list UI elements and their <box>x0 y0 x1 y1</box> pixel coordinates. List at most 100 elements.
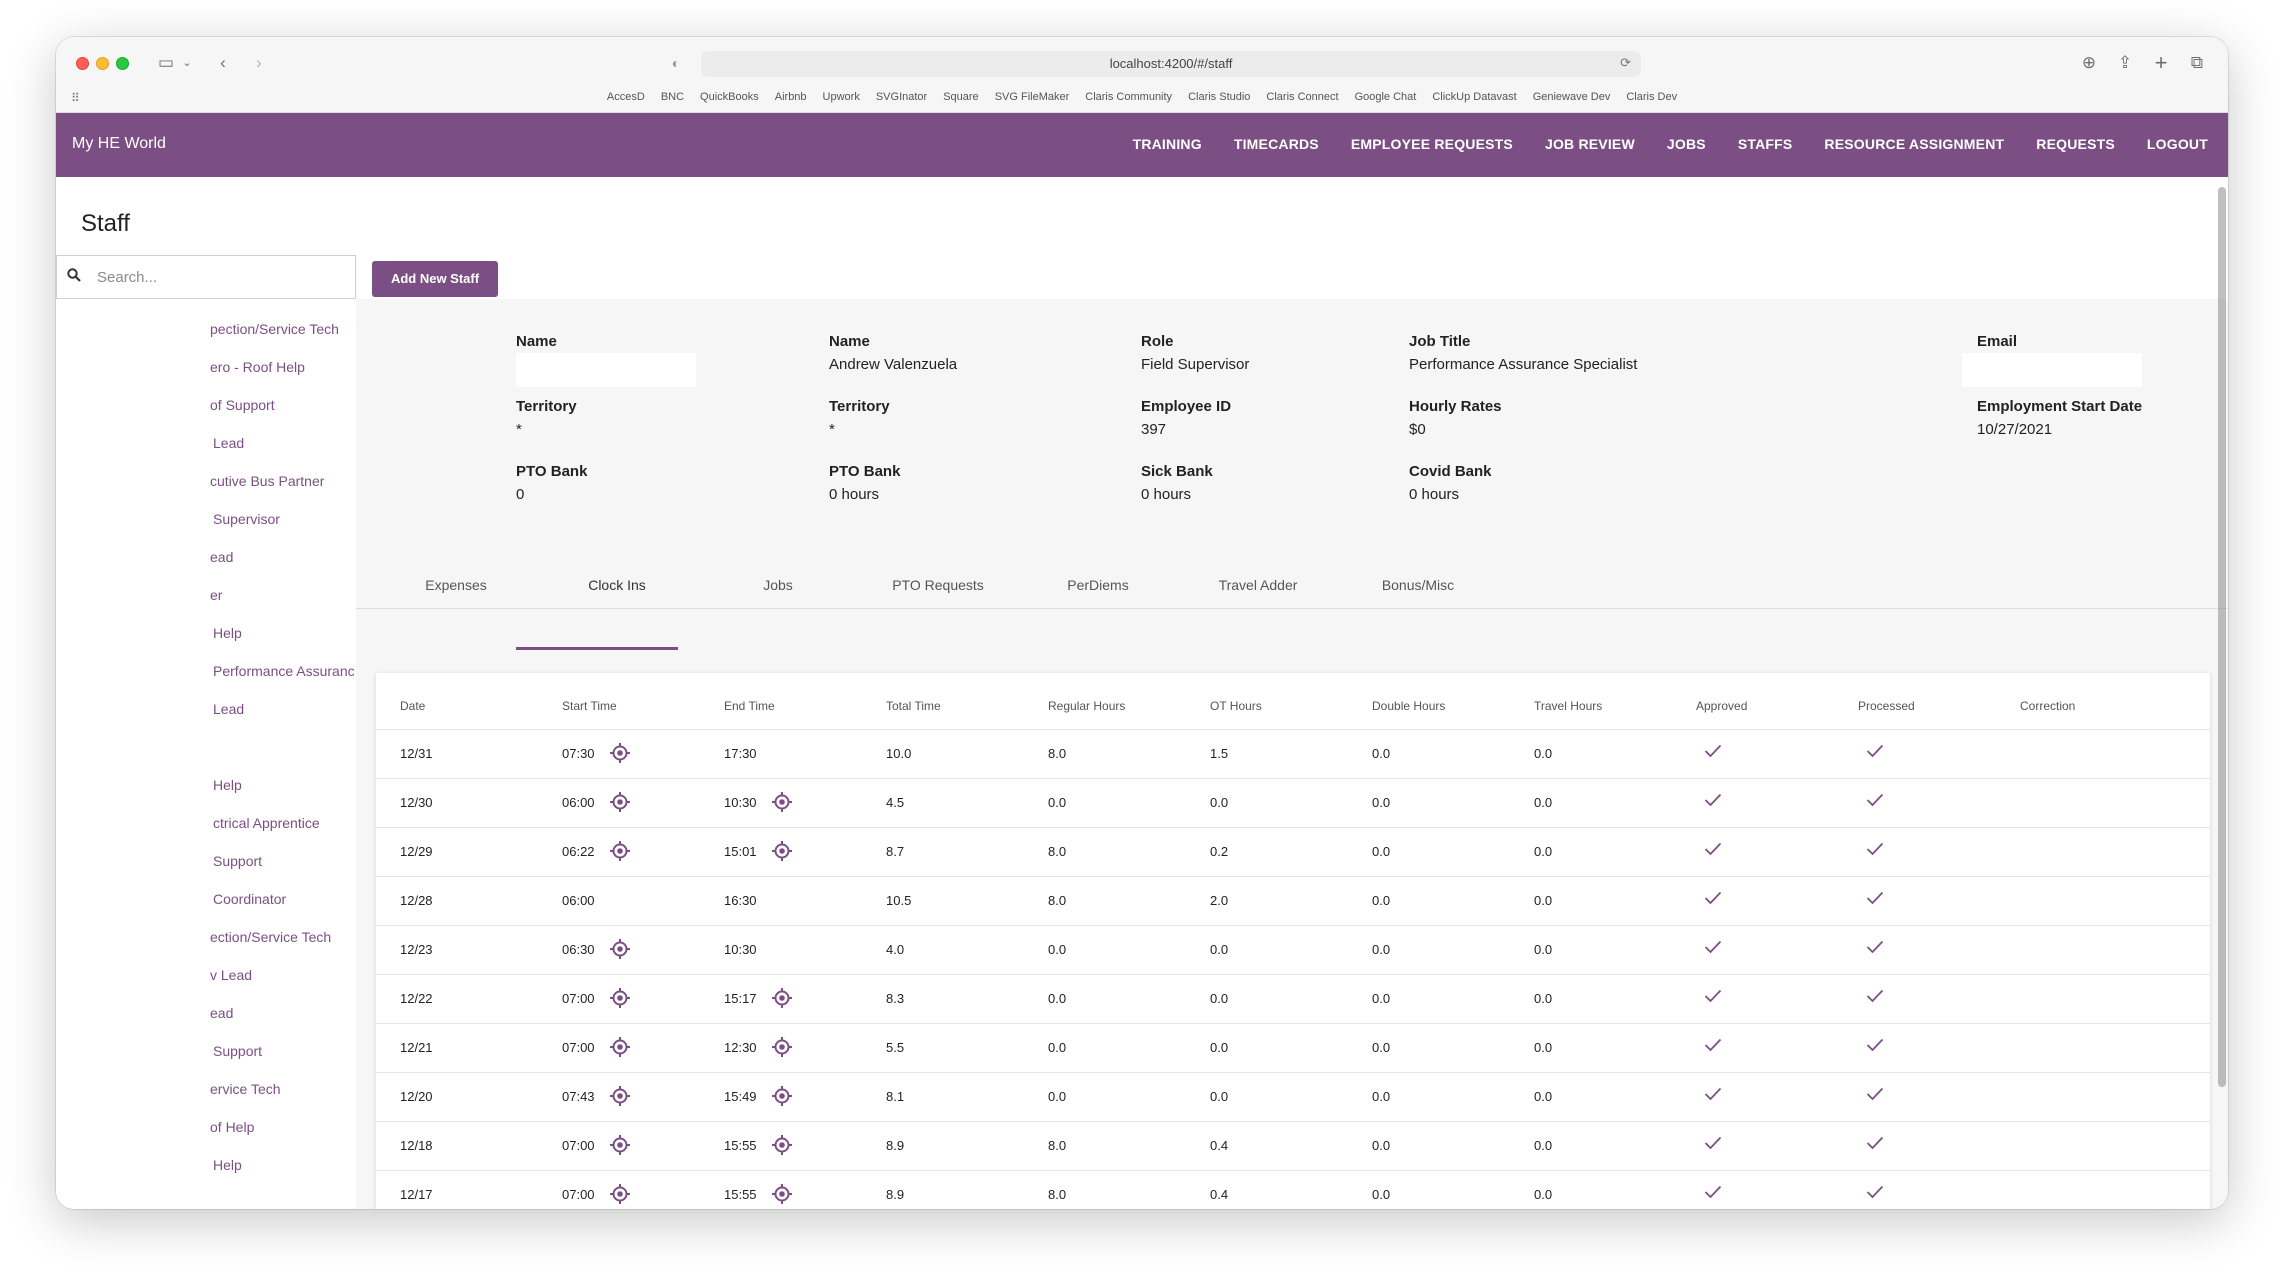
maximize-window-button[interactable] <box>116 57 129 70</box>
new-tab-icon[interactable]: + <box>2154 50 2168 75</box>
cell-travel: 0.0 <box>1534 1187 1553 1202</box>
column-header-approved[interactable]: Approved <box>1696 699 1748 713</box>
nav-item-job-review[interactable]: JOB REVIEW <box>1544 136 1635 152</box>
tab-pto-requests[interactable]: PTO Requests <box>892 577 984 593</box>
page-scrollbar[interactable] <box>2218 187 2226 1087</box>
location-pin-icon[interactable] <box>771 791 793 813</box>
bookmark-link[interactable]: Claris Community <box>1085 91 1173 103</box>
staff-list-item[interactable]: er <box>210 587 223 603</box>
bookmark-link[interactable]: Claris Connect <box>1266 91 1339 103</box>
nav-item-resource-assignment[interactable]: RESOURCE ASSIGNMENT <box>1824 136 2005 152</box>
apps-grid-icon[interactable]: ⠿ <box>71 91 80 105</box>
bookmark-link[interactable]: Claris Studio <box>1188 91 1251 103</box>
tab-expenses[interactable]: Expenses <box>425 577 487 593</box>
bookmark-link[interactable]: BNC <box>660 91 685 103</box>
add-new-staff-button[interactable]: Add New Staff <box>372 261 498 297</box>
staff-list-item[interactable]: Performance Assuranc <box>213 663 355 679</box>
address-bar[interactable]: localhost:4200/#/staff ⟳ <box>701 51 1641 77</box>
tab-jobs[interactable]: Jobs <box>763 577 793 593</box>
location-pin-icon[interactable] <box>771 1183 793 1205</box>
column-header-total-time[interactable]: Total Time <box>886 699 941 713</box>
column-header-end-time[interactable]: End Time <box>724 699 775 713</box>
close-window-button[interactable] <box>76 57 89 70</box>
nav-item-logout[interactable]: LOGOUT <box>2146 136 2208 152</box>
column-header-travel-hours[interactable]: Travel Hours <box>1534 699 1603 713</box>
location-pin-icon[interactable] <box>609 1085 631 1107</box>
staff-list-item[interactable]: ead <box>210 1005 234 1021</box>
staff-list-item[interactable]: Support <box>213 1043 263 1059</box>
column-header-date[interactable]: Date <box>400 699 426 713</box>
cell-travel: 0.0 <box>1534 746 1553 761</box>
chevron-down-icon[interactable]: ⌄ <box>182 57 192 69</box>
staff-list-item[interactable]: of Help <box>210 1119 255 1135</box>
staff-list-item[interactable]: ero - Roof Help <box>210 359 305 375</box>
download-icon[interactable]: ⊕ <box>2081 53 2097 72</box>
bookmark-link[interactable]: Airbnb <box>774 91 807 103</box>
nav-item-staffs[interactable]: STAFFS <box>1737 136 1793 152</box>
staff-list-item[interactable]: ctrical Apprentice <box>213 815 320 831</box>
bookmark-link[interactable]: Upwork <box>822 91 860 103</box>
brand-title[interactable]: My HE World <box>72 135 166 152</box>
minimize-window-button[interactable] <box>96 57 109 70</box>
bookmark-link[interactable]: Square <box>943 91 979 103</box>
bookmark-link[interactable]: Geniewave Dev <box>1532 91 1611 103</box>
staff-list-item[interactable]: pection/Service Tech <box>210 321 339 337</box>
bookmark-link[interactable]: SVGInator <box>875 91 928 103</box>
location-pin-icon[interactable] <box>771 1036 793 1058</box>
column-header-correction[interactable]: Correction <box>2020 699 2076 713</box>
location-pin-icon[interactable] <box>771 840 793 862</box>
staff-list-item[interactable]: ead <box>210 549 234 565</box>
reload-icon[interactable]: ⟳ <box>1620 55 1631 70</box>
tab-bonus-misc[interactable]: Bonus/Misc <box>1381 577 1455 593</box>
staff-list-item[interactable]: ervice Tech <box>210 1081 281 1097</box>
location-pin-icon[interactable] <box>609 840 631 862</box>
location-pin-icon[interactable] <box>609 742 631 764</box>
nav-item-jobs[interactable]: JOBS <box>1666 136 1706 152</box>
tab-travel-adder[interactable]: Travel Adder <box>1218 577 1298 593</box>
bookmark-link[interactable]: QuickBooks <box>700 91 759 103</box>
staff-list-item[interactable]: Lead <box>213 701 245 717</box>
location-pin-icon[interactable] <box>609 1134 631 1156</box>
bookmark-link[interactable]: Claris Dev <box>1626 91 1678 103</box>
column-header-processed[interactable]: Processed <box>1858 699 1915 713</box>
staff-list-item[interactable]: v Lead <box>210 967 253 983</box>
staff-list-item[interactable]: Supervisor <box>213 511 280 527</box>
forward-arrow-icon[interactable]: › <box>256 53 262 72</box>
column-header-double-hours[interactable]: Double Hours <box>1372 699 1446 713</box>
staff-list-item[interactable]: of Support <box>210 397 275 413</box>
back-arrow-icon[interactable]: ‹ <box>220 53 226 72</box>
staff-list-item[interactable]: Support <box>213 853 263 869</box>
bookmark-link[interactable]: Google Chat <box>1354 91 1417 103</box>
bookmark-link[interactable]: ClickUp Datavast <box>1432 91 1517 103</box>
nav-item-employee-requests[interactable]: EMPLOYEE REQUESTS <box>1350 136 1513 152</box>
column-header-start-time[interactable]: Start Time <box>562 699 617 713</box>
staff-list-item[interactable]: Lead <box>213 435 245 451</box>
nav-item-requests[interactable]: REQUESTS <box>2036 136 2115 152</box>
tab-perdiems[interactable]: PerDiems <box>1067 577 1129 593</box>
location-pin-icon[interactable] <box>771 987 793 1009</box>
staff-list-item[interactable]: Help <box>213 777 242 793</box>
location-pin-icon[interactable] <box>609 791 631 813</box>
staff-list-item[interactable]: ection/Service Tech <box>210 929 332 945</box>
nav-item-training[interactable]: TRAINING <box>1132 136 1202 152</box>
location-pin-icon[interactable] <box>609 1036 631 1058</box>
bookmark-link[interactable]: AccesD <box>606 91 645 103</box>
staff-list-item[interactable]: Coordinator <box>213 891 287 907</box>
staff-list-item[interactable]: cutive Bus Partner <box>210 473 325 489</box>
nav-item-timecards[interactable]: TIMECARDS <box>1233 136 1319 152</box>
location-pin-icon[interactable] <box>771 1134 793 1156</box>
column-header-ot-hours[interactable]: OT Hours <box>1210 699 1262 713</box>
search-input[interactable]: Search... <box>56 255 356 299</box>
tab-clock-ins[interactable]: Clock Ins <box>588 577 646 593</box>
bookmark-link[interactable]: SVG FileMaker <box>994 91 1070 103</box>
location-pin-icon[interactable] <box>609 1183 631 1205</box>
tabs-overview-icon[interactable]: ⧉ <box>2190 53 2204 72</box>
column-header-regular-hours[interactable]: Regular Hours <box>1048 699 1126 713</box>
location-pin-icon[interactable] <box>771 1085 793 1107</box>
share-icon[interactable]: ⇪ <box>2117 53 2133 72</box>
location-pin-icon[interactable] <box>609 987 631 1009</box>
location-pin-icon[interactable] <box>609 938 631 960</box>
sidebar-toggle-icon[interactable]: ▭ <box>157 53 175 72</box>
staff-list-item[interactable]: Help <box>213 1157 242 1173</box>
staff-list-item[interactable]: Help <box>213 625 242 641</box>
